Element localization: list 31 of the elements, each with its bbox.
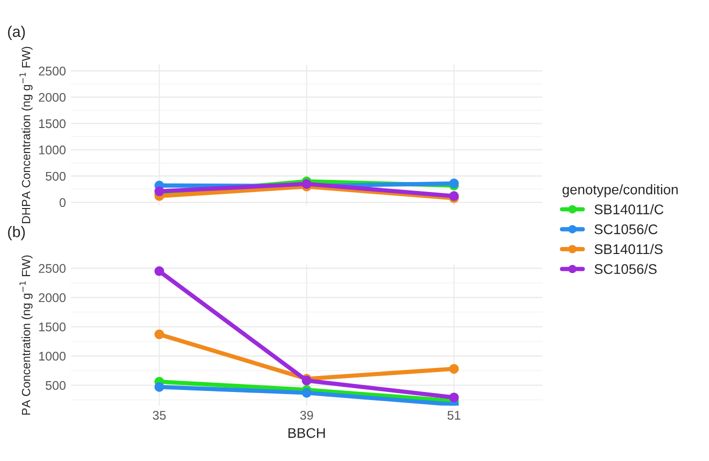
point [154,186,164,196]
x-tick-label: 51 [448,411,460,420]
y-tick-label: 0 [60,198,66,208]
point [302,388,312,398]
legend-label: SB14011/C [594,204,664,214]
legend-title: genotype/condition [562,184,678,198]
point [449,392,459,402]
x-tick-label: 39 [300,410,314,420]
legend-label: SB14011/S [594,244,663,254]
y-tick-label: 2500 [38,264,66,273]
y-tick-label: 1500 [39,322,66,332]
y-tick-label: 500 [46,172,66,181]
y-tick-label: 1000 [39,352,66,361]
point [154,382,164,392]
y-tick-label: 1500 [39,119,66,128]
legend-label: SC1056/S [594,264,657,274]
chart-title: (b) [8,226,25,240]
x-tick-label: 35 [152,410,166,420]
chart-title: (a) [8,26,25,40]
y-tick-label: 2000 [38,92,66,102]
y-tick-label: 500 [46,381,66,390]
point [449,364,459,374]
legend-label: SC1056/C [594,224,658,234]
point [154,329,164,340]
y-tick-label: 2000 [38,293,66,302]
point [154,266,164,276]
y-axis-title: DHPA Concentration (ng g$^{−1}$ FW) [20,46,33,224]
x-axis-title: BBCH [288,428,325,438]
y-tick-label: 2500 [38,66,66,76]
y-tick-label: 1000 [39,146,66,154]
y-axis-title: PA Concentration (ng g$^{−1}$ FW) [20,255,33,415]
